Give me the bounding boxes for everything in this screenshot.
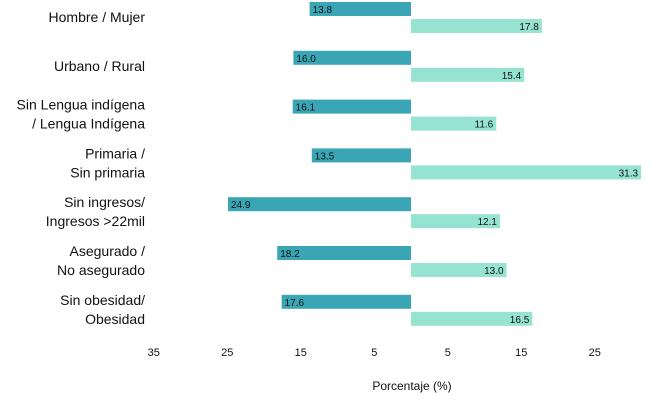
category-label: Primaria / Sin primaria — [70, 145, 145, 180]
bar-right-value: 13.0 — [484, 266, 504, 277]
x-tick-label: 15 — [295, 347, 307, 359]
bar-left — [292, 99, 411, 114]
bar-right-value: 11.6 — [475, 120, 494, 131]
bar-left — [227, 197, 411, 212]
category-label: Sin Lengua indígena / Lengua Indígena — [17, 97, 146, 132]
x-tick-label: 5 — [445, 347, 451, 359]
x-axis-title: Porcentaje (%) — [372, 379, 451, 393]
category-label: Sin ingresos/Ingresos >22mil — [46, 194, 145, 229]
x-tick-label: 25 — [221, 347, 233, 359]
bar-right-value: 17.8 — [519, 22, 539, 33]
bar-right — [411, 214, 500, 229]
value-labels: 13.8 17.8 16.0 15.4 16.1 11.6 13.5 31.3 24.9 12.1… — [231, 5, 639, 326]
bar-right — [411, 311, 533, 326]
bar-left — [311, 148, 411, 163]
bar-right-value: 16.5 — [510, 315, 530, 326]
category-label: Asegurado / No asegurado — [57, 243, 145, 278]
category-label: Urbano / Rural — [54, 58, 145, 74]
bar-left-value: 24.9 — [231, 200, 251, 211]
bar-right — [411, 263, 507, 277]
category-labels: Hombre / Mujer Urbano / Rural Sin Lengua i… — [17, 9, 146, 327]
x-tick-label: 35 — [148, 347, 160, 359]
bar-right-value: 31.3 — [619, 168, 639, 179]
bar-right-value: 12.1 — [477, 217, 497, 228]
bar-left-value: 13.8 — [313, 5, 333, 16]
bar-left — [309, 2, 411, 16]
category-label: Sin obesidad/Obesidad — [60, 292, 145, 327]
bar-left — [281, 294, 411, 309]
bar-left — [293, 50, 411, 65]
x-axis-ticks: 35 25 15 5 5 15 25 — [148, 347, 601, 359]
bar-left-value: 17.6 — [285, 298, 305, 309]
bar-left-value: 16.1 — [296, 103, 316, 114]
bars — [227, 2, 642, 326]
bar-right — [411, 116, 497, 131]
bar-right — [411, 19, 542, 33]
category-label: Hombre / Mujer — [49, 9, 146, 25]
bar-right — [411, 165, 642, 180]
x-tick-label: 15 — [515, 347, 527, 359]
bar-left-value: 16.0 — [296, 54, 316, 65]
x-tick-label: 5 — [371, 347, 377, 359]
bar-right — [411, 67, 525, 82]
bar-left-value: 13.5 — [315, 151, 335, 162]
bar-left — [277, 246, 411, 260]
x-tick-label: 25 — [589, 347, 601, 359]
bar-right-value: 15.4 — [502, 71, 522, 82]
bar-left-value: 18.2 — [280, 249, 300, 260]
